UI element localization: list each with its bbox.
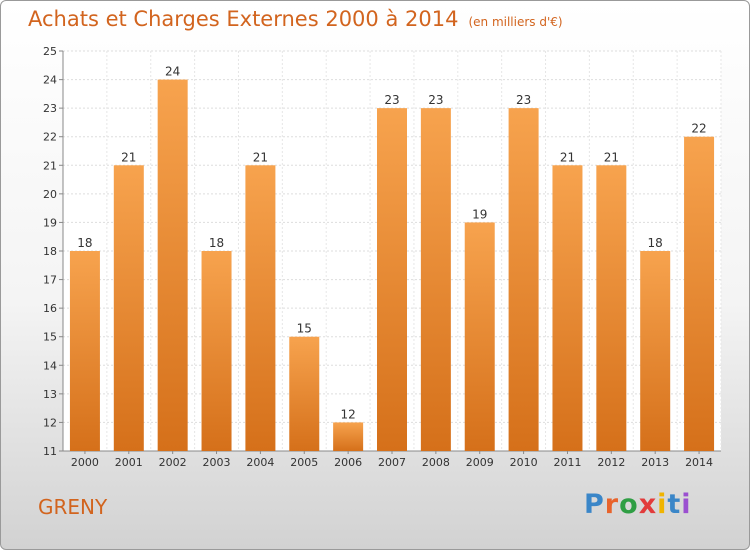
- y-tick-label: 20: [43, 188, 57, 201]
- data-label: 23: [428, 93, 443, 107]
- bar: [333, 422, 364, 451]
- logo-letter: i: [681, 489, 692, 520]
- data-label: 12: [340, 407, 355, 421]
- y-tick-label: 19: [43, 216, 57, 229]
- logo-letter: t: [667, 489, 682, 520]
- unit-label: (en milliers d'€): [468, 15, 563, 29]
- x-tick-label: 2006: [334, 456, 362, 469]
- data-label: 23: [516, 93, 531, 107]
- bar: [289, 336, 320, 451]
- bar: [420, 108, 451, 452]
- data-label: 18: [209, 236, 224, 250]
- bar: [640, 251, 671, 451]
- logo-letter: x: [638, 489, 658, 520]
- y-tick-label: 15: [43, 331, 57, 344]
- logo-letter: i: [657, 489, 668, 520]
- data-label: 21: [253, 150, 268, 164]
- y-tick-label: 23: [43, 102, 57, 115]
- bar: [245, 165, 276, 452]
- bar: [684, 136, 715, 451]
- x-tick-label: 2008: [422, 456, 450, 469]
- bar: [377, 108, 407, 452]
- logo-letter: P: [584, 489, 605, 520]
- x-tick-label: 2013: [641, 456, 669, 469]
- y-tick-label: 25: [43, 45, 57, 58]
- x-tick-label: 2005: [290, 456, 318, 469]
- data-label: 22: [691, 122, 706, 136]
- bar: [157, 79, 188, 452]
- bar: [113, 165, 144, 452]
- x-tick-label: 2007: [378, 456, 406, 469]
- data-label: 19: [472, 207, 487, 221]
- bar: [201, 251, 232, 451]
- y-tick-label: 22: [43, 131, 57, 144]
- proxiti-logo: Proxiti: [584, 489, 692, 520]
- x-tick-label: 2012: [597, 456, 625, 469]
- bar: [552, 165, 583, 452]
- bar: [69, 251, 100, 451]
- x-tick-label: 2011: [553, 456, 581, 469]
- logo-letter: r: [604, 489, 620, 520]
- chart-title: Achats et Charges Externes 2000 à 2014 (e…: [28, 7, 563, 31]
- y-tick-label: 17: [43, 274, 57, 287]
- data-label: 15: [297, 322, 312, 336]
- y-tick-label: 12: [43, 416, 57, 429]
- bar: [596, 165, 627, 452]
- x-tick-label: 2009: [466, 456, 494, 469]
- data-label: 21: [121, 150, 136, 164]
- logo-letter: o: [619, 489, 639, 520]
- x-tick-label: 2001: [115, 456, 143, 469]
- y-tick-label: 14: [43, 359, 57, 372]
- data-label: 24: [165, 65, 180, 79]
- bar: [464, 222, 495, 451]
- y-tick-label: 21: [43, 159, 57, 172]
- y-tick-label: 24: [43, 74, 57, 87]
- x-tick-label: 2010: [510, 456, 538, 469]
- x-tick-label: 2004: [246, 456, 274, 469]
- y-tick-label: 16: [43, 302, 57, 315]
- x-tick-label: 2014: [685, 456, 713, 469]
- y-tick-label: 11: [43, 445, 57, 458]
- data-label: 18: [648, 236, 663, 250]
- bar: [508, 108, 539, 452]
- data-label: 21: [604, 150, 619, 164]
- y-tick-label: 18: [43, 245, 57, 258]
- title-text: Achats et Charges Externes 2000 à 2014: [28, 7, 459, 31]
- x-tick-label: 2002: [159, 456, 187, 469]
- y-tick-label: 13: [43, 388, 57, 401]
- data-label: 23: [384, 93, 399, 107]
- x-tick-label: 2003: [203, 456, 231, 469]
- location-name: GRENY: [38, 495, 108, 519]
- data-label: 18: [77, 236, 92, 250]
- data-label: 21: [560, 150, 575, 164]
- x-tick-label: 2000: [71, 456, 99, 469]
